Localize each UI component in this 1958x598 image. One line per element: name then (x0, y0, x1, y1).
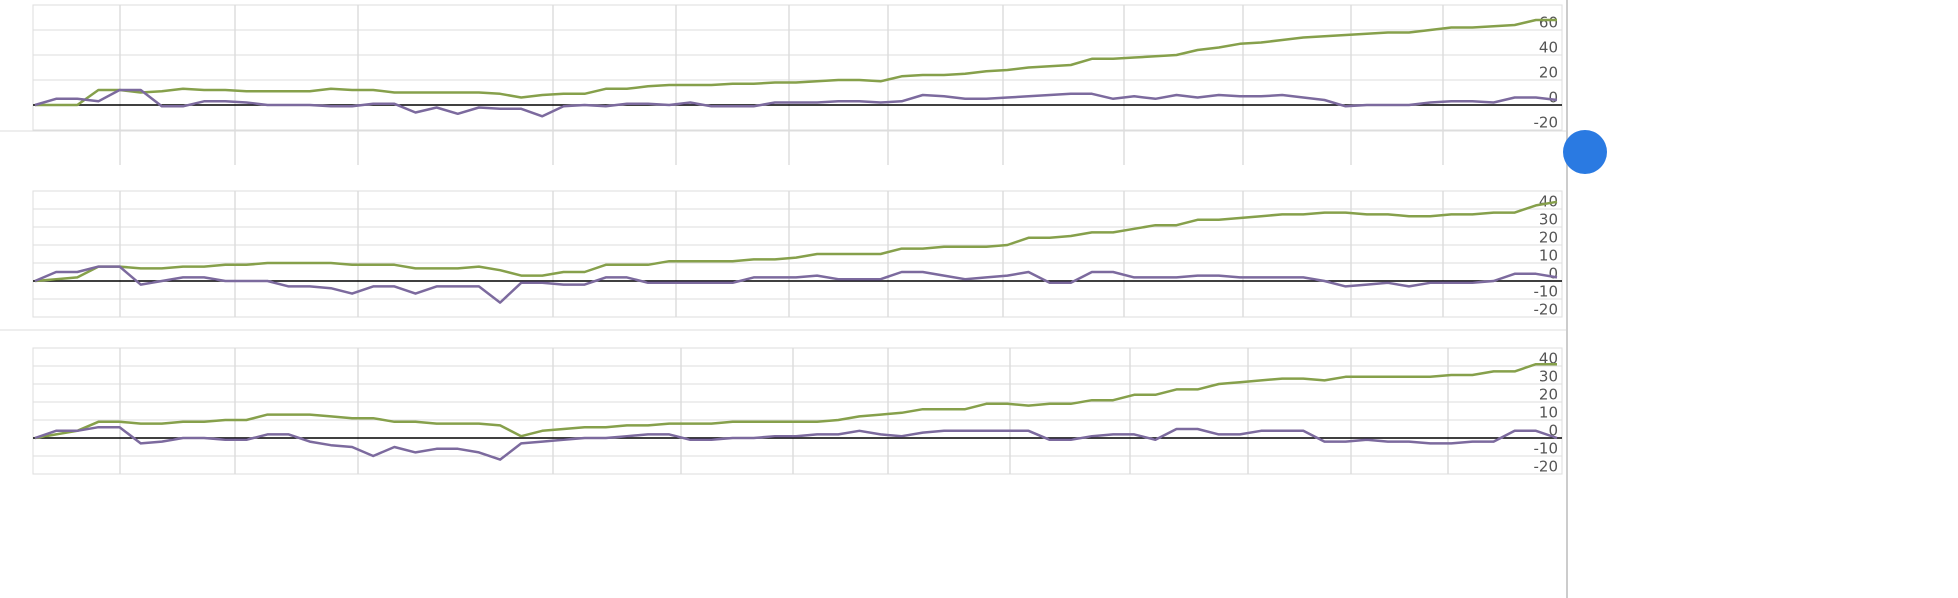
series-line (35, 18, 1557, 107)
y-tick-label: 20 (1539, 229, 1558, 247)
y-tick-label: 60 (1539, 14, 1558, 32)
y-tick-label: 0 (1548, 422, 1558, 440)
y-tick-label: -20 (1534, 458, 1559, 476)
plot-frame (32, 347, 1563, 475)
series-line (34, 200, 1558, 283)
y-tick-label: 10 (1539, 404, 1558, 422)
y-tick-label: 30 (1539, 211, 1558, 229)
y-tick-label: -20 (1534, 114, 1559, 132)
series-line (34, 362, 1557, 440)
floating-button[interactable] (1563, 130, 1607, 174)
series-line (34, 425, 1558, 461)
plot-frame (32, 190, 1563, 318)
y-tick-label: 40 (1539, 39, 1558, 57)
y-tick-label: -10 (1534, 440, 1559, 458)
y-tick-label: 40 (1539, 193, 1558, 211)
y-tick-label: 0 (1548, 89, 1558, 107)
y-tick-label: -20 (1534, 301, 1559, 319)
y-tick-label: 10 (1539, 247, 1558, 265)
y-tick-label: 30 (1539, 368, 1558, 386)
y-tick-label: 20 (1539, 386, 1558, 404)
plot-frame (32, 4, 1563, 131)
y-tick-label: 0 (1548, 265, 1558, 283)
series-line (34, 265, 1558, 304)
y-tick-label: -10 (1534, 283, 1559, 301)
series-line (34, 88, 1558, 118)
y-tick-label: 20 (1539, 64, 1558, 82)
